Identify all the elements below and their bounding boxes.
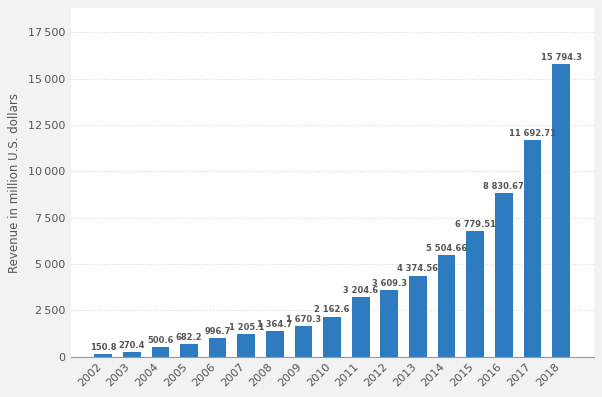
- Bar: [524, 140, 541, 357]
- Bar: [495, 193, 513, 357]
- Bar: [323, 317, 341, 357]
- Text: 150.8: 150.8: [90, 343, 116, 352]
- Text: 5 504.66: 5 504.66: [426, 243, 467, 252]
- Text: 500.6: 500.6: [147, 336, 173, 345]
- Text: 1 205.1: 1 205.1: [229, 323, 264, 332]
- Text: 270.4: 270.4: [119, 341, 145, 349]
- Bar: [237, 334, 255, 357]
- Bar: [352, 297, 370, 357]
- Bar: [552, 64, 570, 357]
- Bar: [266, 331, 284, 357]
- Text: 8 830.67: 8 830.67: [483, 182, 524, 191]
- Bar: [123, 352, 141, 357]
- Y-axis label: Revenue in million U.S. dollars: Revenue in million U.S. dollars: [8, 93, 21, 273]
- Text: 1 364.7: 1 364.7: [257, 320, 293, 329]
- Text: 3 609.3: 3 609.3: [372, 279, 407, 288]
- Text: 11 692.71: 11 692.71: [509, 129, 556, 138]
- Bar: [294, 326, 312, 357]
- Text: 682.2: 682.2: [176, 333, 202, 342]
- Bar: [467, 231, 484, 357]
- Text: 6 779.51: 6 779.51: [455, 220, 495, 229]
- Text: 2 162.6: 2 162.6: [314, 305, 350, 314]
- Bar: [95, 354, 112, 357]
- Bar: [409, 276, 427, 357]
- Bar: [209, 338, 226, 357]
- Text: 3 204.6: 3 204.6: [343, 286, 378, 295]
- Bar: [180, 344, 198, 357]
- Text: 996.7: 996.7: [205, 327, 231, 336]
- Text: 4 374.56: 4 374.56: [397, 264, 438, 274]
- Text: 1 670.3: 1 670.3: [286, 314, 321, 324]
- Bar: [380, 290, 398, 357]
- Bar: [438, 255, 456, 357]
- Text: 15 794.3: 15 794.3: [541, 53, 582, 62]
- Bar: [152, 347, 169, 357]
